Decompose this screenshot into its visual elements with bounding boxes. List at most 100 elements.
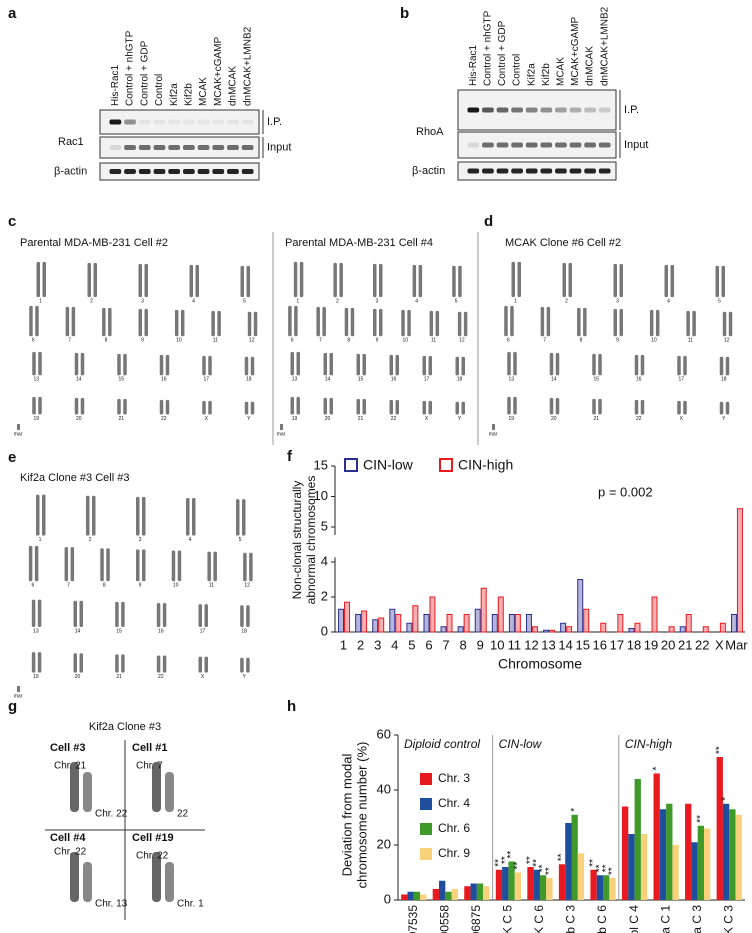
marker-label: mar — [489, 431, 498, 437]
chromosome — [562, 262, 566, 298]
karyotype-title: Kif2a Clone #3 Cell #3 — [20, 472, 129, 484]
bar — [546, 878, 553, 900]
band — [212, 145, 225, 150]
chromosome — [186, 497, 190, 536]
chromosome — [683, 400, 687, 415]
marker-chromosome — [17, 686, 20, 692]
significance: ** — [494, 859, 505, 867]
chromosome-number: 1 — [39, 298, 42, 304]
legend-swatch — [420, 848, 432, 860]
cell-label: Cell #19 — [132, 832, 174, 844]
significance: ** — [538, 864, 549, 872]
chromosome — [240, 605, 244, 627]
chromosome — [28, 545, 33, 582]
chromosome-number: 22 — [158, 674, 164, 680]
chromosome-number: 17 — [203, 377, 209, 383]
chromosome — [38, 351, 42, 376]
significance: ** — [531, 859, 542, 867]
chromosome — [329, 352, 333, 376]
band — [584, 168, 596, 174]
chromosome-number: 2 — [565, 298, 568, 304]
lane-label: His-Rac1 — [468, 44, 479, 86]
chromosome-number: 8 — [103, 583, 106, 589]
significance: ** — [525, 856, 536, 864]
chromosome — [93, 262, 97, 298]
chromosome-number: 6 — [31, 583, 34, 589]
group-label: Diploid control — [404, 737, 480, 751]
y-tick-label: 0 — [384, 891, 391, 906]
significance: ** — [557, 853, 568, 861]
marker-label: mar — [14, 693, 23, 699]
chromosome-number: 17 — [200, 628, 206, 634]
chr-label: Chr. 22 — [136, 851, 169, 862]
chromosome — [728, 311, 733, 337]
chromosome — [634, 354, 639, 376]
bar — [432, 889, 440, 900]
protein-label: Rac1 — [58, 136, 84, 148]
chromosome — [244, 356, 249, 376]
chromosome-number: 22 — [391, 416, 397, 422]
chromosome — [121, 654, 125, 673]
band — [241, 169, 254, 174]
chromosome — [540, 306, 545, 337]
chromosome — [517, 261, 521, 298]
x-tick-label: Control C 4 — [627, 905, 641, 933]
bar — [491, 614, 498, 633]
chromosome-number: 10 — [176, 338, 182, 344]
chromosome — [253, 311, 258, 337]
y-tick-label: 10 — [314, 488, 328, 503]
lane-label: Kif2a — [526, 63, 537, 86]
chromosome — [250, 356, 255, 376]
x-tick-label: 19 — [644, 637, 658, 652]
band — [153, 145, 166, 150]
chromosome-number: 4 — [667, 298, 670, 304]
bar — [495, 869, 503, 900]
band — [569, 168, 582, 174]
lane-label: dnMCAK+LMNB2 — [242, 26, 253, 106]
chromosome — [162, 655, 167, 673]
chromosome — [108, 307, 112, 337]
bar — [590, 869, 597, 900]
chromosome — [722, 311, 727, 337]
bar — [401, 894, 408, 900]
chromosome-number: 11 — [431, 338, 436, 344]
chromosome — [507, 351, 511, 376]
chromosome-number: Y — [247, 416, 251, 422]
x-tick-label: GM06875 — [469, 905, 483, 933]
chromosome — [422, 400, 426, 415]
chromosome — [121, 601, 125, 627]
chromosome — [640, 354, 645, 376]
chromosome — [323, 352, 327, 376]
cell-label: Cell #4 — [50, 832, 86, 844]
band — [227, 145, 239, 150]
band — [124, 169, 136, 174]
band — [584, 107, 596, 113]
chromosome-number: 13 — [292, 377, 298, 383]
band — [555, 168, 567, 174]
chromosome — [246, 265, 250, 298]
bar — [412, 605, 419, 633]
chromosome — [243, 552, 247, 582]
chromosome-number: 21 — [593, 416, 599, 422]
significance: ** — [714, 746, 725, 754]
band — [182, 169, 195, 174]
band — [124, 145, 136, 150]
chromosome — [683, 355, 687, 376]
chromosome — [64, 547, 69, 582]
chromosome-number: 15 — [118, 377, 124, 383]
chromosome — [452, 265, 456, 298]
band — [241, 145, 254, 150]
chromosome-number: 9 — [139, 583, 142, 589]
chromosome — [217, 310, 221, 337]
band — [511, 107, 523, 113]
chromosome — [555, 397, 560, 415]
band — [197, 119, 210, 125]
chromosome — [246, 657, 250, 673]
chromosome-number: 1 — [514, 298, 517, 304]
chromosome — [70, 547, 75, 582]
chromosome — [240, 265, 244, 298]
bar — [429, 596, 436, 633]
karyotype-title: MCAK Clone #6 Cell #2 — [505, 237, 621, 249]
chromosome — [80, 397, 85, 415]
chromosome-number: 18 — [246, 377, 252, 383]
